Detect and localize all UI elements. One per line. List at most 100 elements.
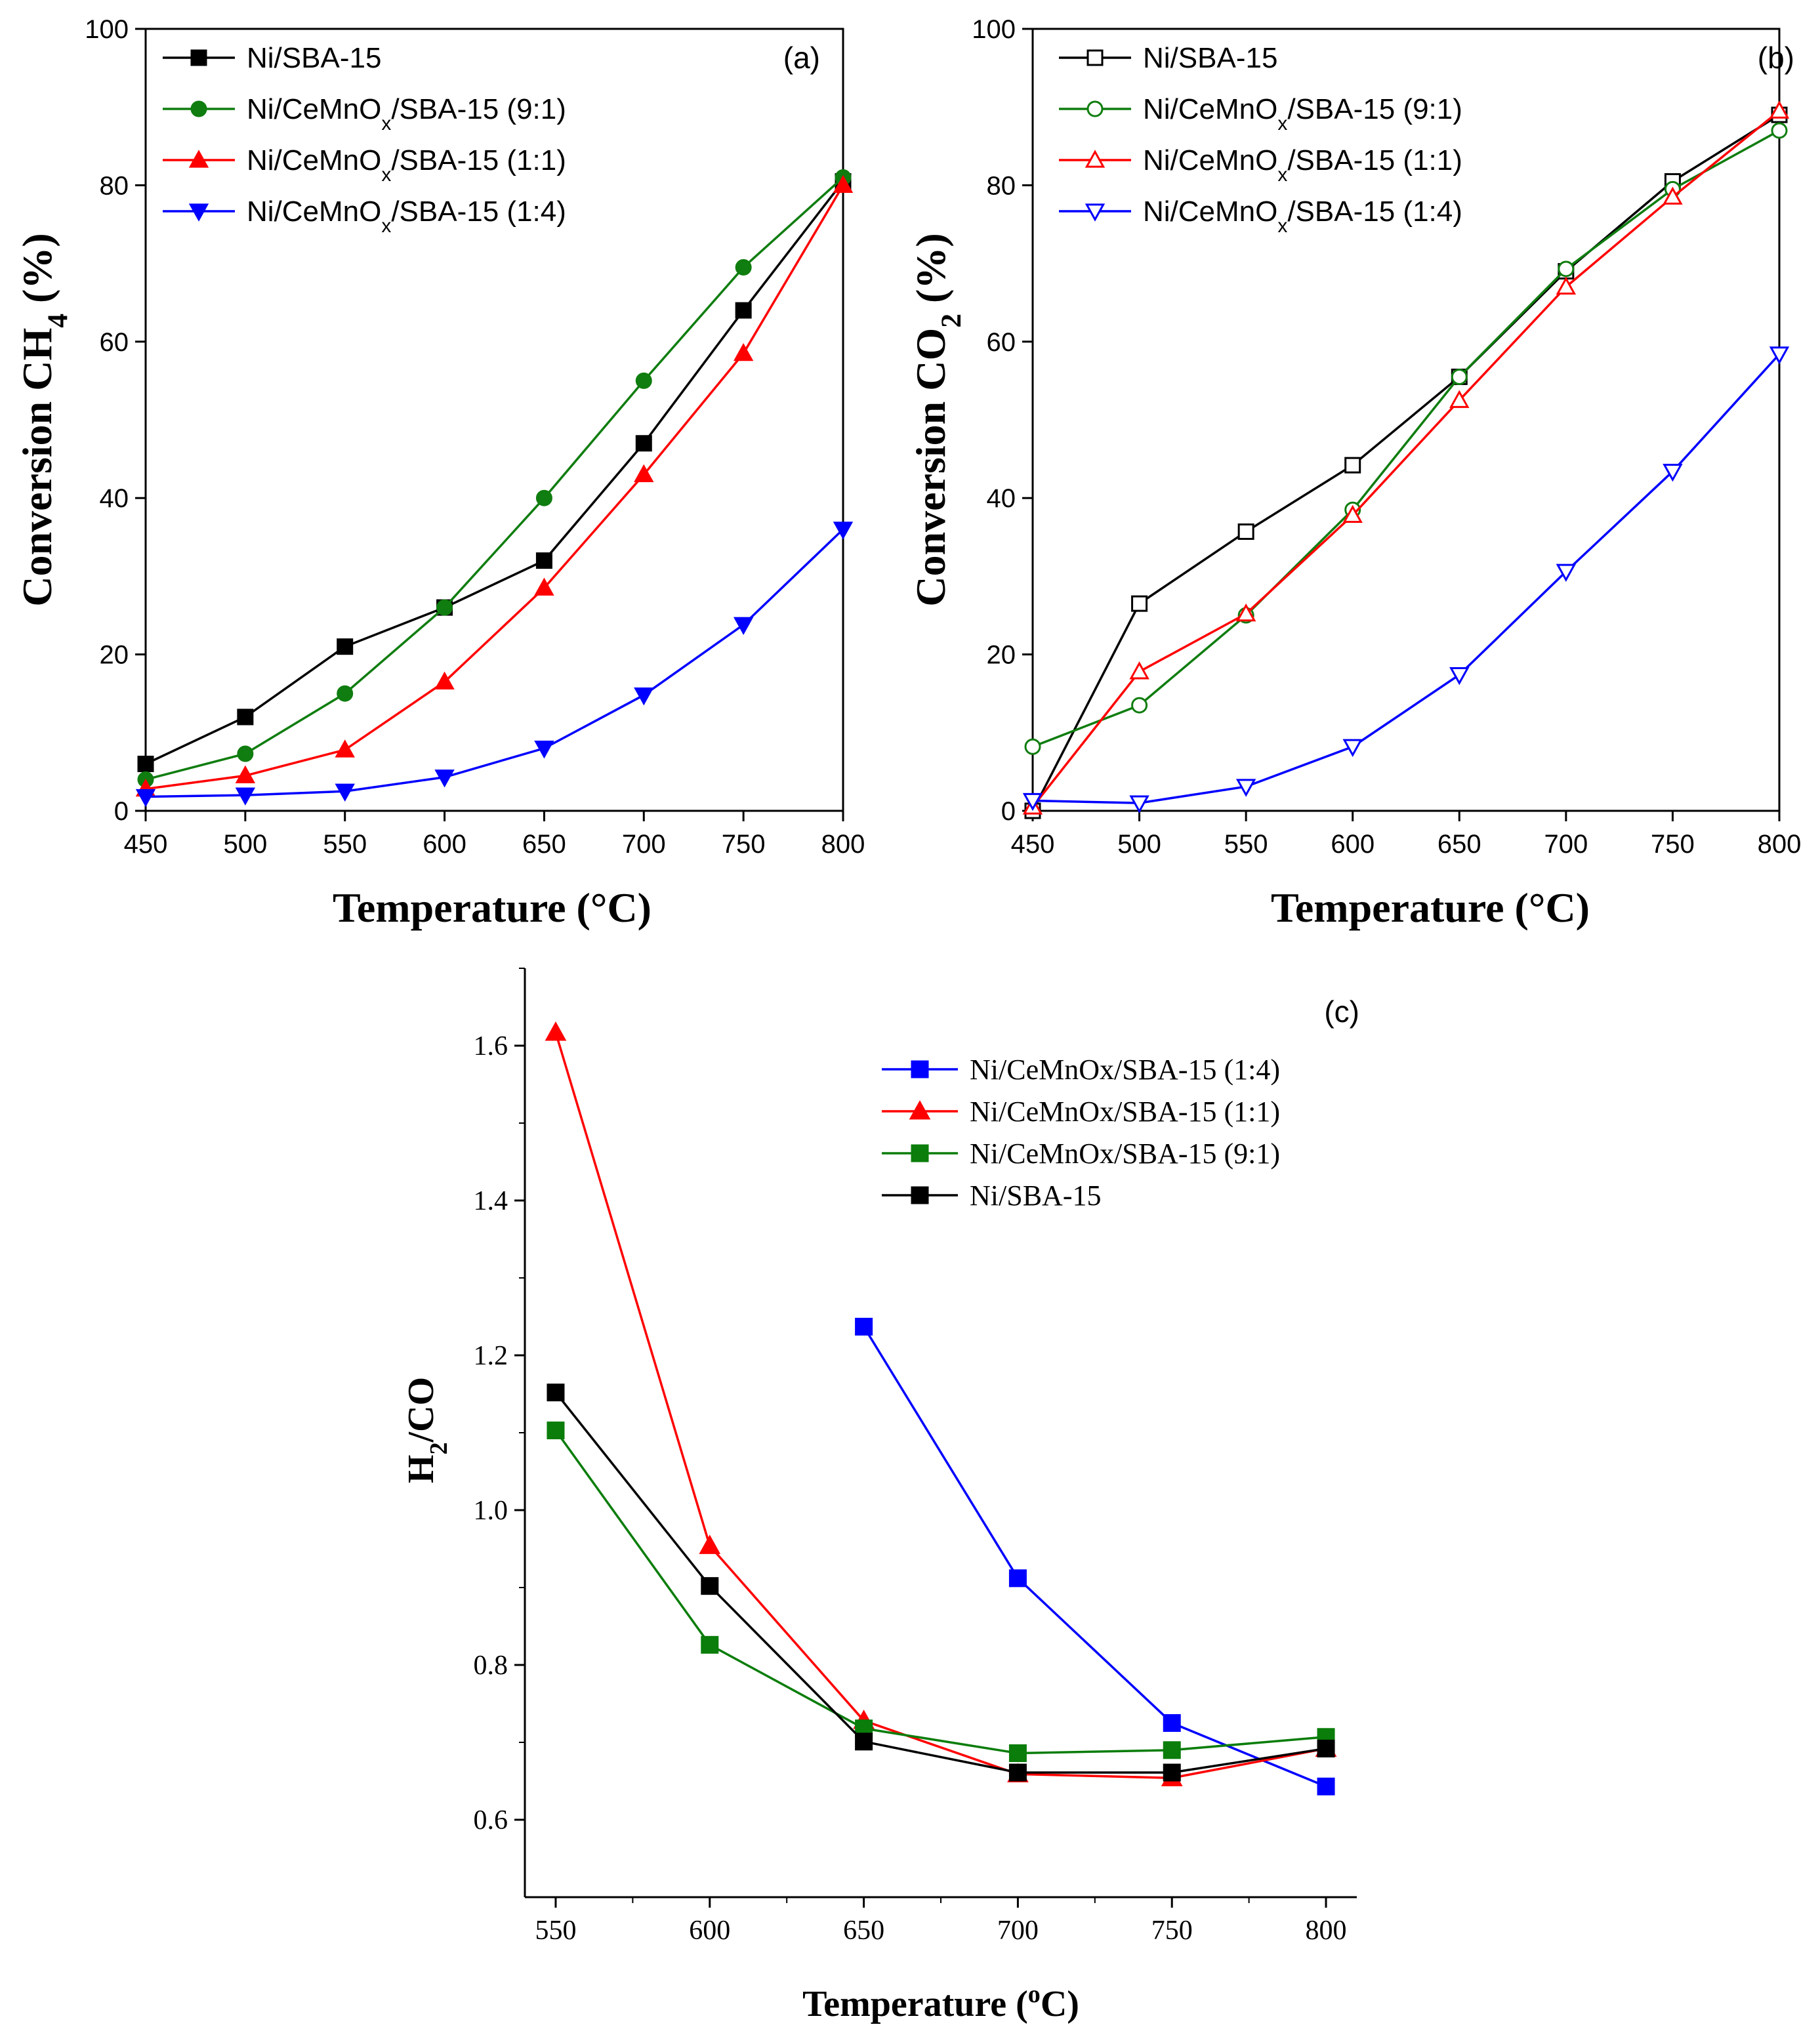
legend-entry: Ni/CeMnOx/SBA-15 (1:1) [163, 144, 566, 186]
x-tick-label: 800 [1758, 830, 1802, 859]
legend-label-part: Ni/SBA-15 [970, 1180, 1101, 1212]
legend-label-part: /SBA-15 (9:1) [1287, 93, 1462, 125]
y-axis-title-part: Conversion CH [14, 328, 60, 607]
x-tick-label: 750 [722, 830, 766, 859]
legend-label-part: Ni/CeMnO [247, 195, 381, 228]
data-point [335, 739, 355, 758]
y-tick-label: 80 [100, 171, 129, 200]
series-line [554, 1032, 1327, 1780]
chart-panel-1: 450 500 550 600 650 700 750 800 0 20 40 60 80 100 Temp… [14, 15, 865, 931]
y-axis-title-part: (%) [907, 233, 954, 314]
data-point [1663, 464, 1683, 482]
data-point [855, 1317, 873, 1336]
data-point [635, 372, 652, 389]
data-point [701, 1577, 719, 1595]
y-axis-title: Conversion CO2 (%) [907, 233, 967, 606]
legend-label: Ni/CeMnOx/SBA-15 (1:4) [247, 195, 566, 237]
data-point [1163, 1741, 1181, 1759]
series-ni-sba-15 [547, 1384, 1335, 1782]
legend-label: Ni/CeMnOx/SBA-15 (1:1) [247, 144, 566, 186]
series-ni-cemnox-sba-15-9-1- [547, 1421, 1335, 1763]
data-point [833, 174, 854, 194]
data-point [434, 671, 455, 689]
data-point [547, 1384, 565, 1402]
legend-label-part: Ni/SBA-15 [1143, 42, 1277, 74]
y-axis-title-part: Conversion CO [907, 328, 954, 607]
data-point [1237, 523, 1254, 540]
legend-label-part: Ni/CeMnO [247, 93, 381, 125]
legend-label-part: /SBA-15 (1:4) [1287, 195, 1462, 228]
x-tick-label: 600 [423, 830, 466, 859]
y-tick-label: 0.6 [474, 1805, 508, 1836]
legend-label-part: Ni/CeMnO [1143, 93, 1277, 125]
y-tick-label: 0 [114, 797, 129, 826]
series-line [1031, 110, 1781, 808]
legend-label: Ni/CeMnOx/SBA-15 (1:4) [970, 1054, 1280, 1086]
x-tick-label: 450 [124, 830, 168, 859]
legend-label-part: x [1277, 215, 1287, 237]
legend-marker [911, 1186, 929, 1204]
legend-label-part: /SBA-15 (1:1) [1287, 144, 1462, 176]
plot-frame [1031, 28, 1781, 812]
y-axis-title-part: /CO [401, 1377, 442, 1443]
data-point [1317, 1739, 1335, 1757]
x-axis-title: Temperature (°C) [333, 884, 651, 931]
y-tick-label: 20 [987, 641, 1016, 670]
data-point [699, 1534, 721, 1554]
data-point [1022, 792, 1043, 811]
data-point [735, 259, 752, 276]
data-point [1556, 564, 1577, 582]
y-tick-label: 0 [1001, 797, 1016, 826]
data-point [735, 302, 752, 319]
data-point [1235, 603, 1256, 622]
x-tick-label: 500 [1117, 830, 1161, 859]
data-point [335, 783, 355, 802]
legend-marker [911, 1060, 929, 1078]
x-tick-label: 800 [821, 830, 865, 859]
y-axis-title-part: 4 [42, 314, 73, 328]
legend-marker [188, 150, 209, 168]
legend-label-part: x [1277, 113, 1287, 134]
x-tick-label: 650 [843, 1916, 884, 1946]
data-point [235, 787, 256, 806]
y-tick-label: 100 [85, 15, 129, 44]
series-ni-cemnox-sba-15-1-4- [1022, 346, 1790, 813]
legend-marker [1085, 203, 1106, 222]
data-point [1129, 795, 1149, 813]
data-point [1344, 457, 1361, 474]
legend-entry: Ni/CeMnOx/SBA-15 (9:1) [882, 1138, 1280, 1170]
legend-label: Ni/CeMnOx/SBA-15 (1:1) [970, 1096, 1280, 1128]
legend-label-part: Ni/SBA-15 [247, 42, 381, 74]
y-axis-title-part: (%) [14, 233, 60, 314]
chart-panel-2: 450 500 550 600 650 700 750 800 0 20 40 60 80 100 Temp… [907, 15, 1801, 931]
series-line [554, 1429, 1327, 1755]
data-point [1008, 1744, 1027, 1763]
data-point [337, 638, 354, 655]
x-tick-label: 550 [1224, 830, 1268, 859]
x-axis-title-part: C) [1041, 1984, 1079, 2024]
legend-entry: Ni/CeMnOx/SBA-15 (1:4) [1059, 195, 1462, 237]
x-tick-label: 700 [997, 1916, 1039, 1946]
y-tick-label: 1.4 [474, 1186, 508, 1216]
data-point [1008, 1763, 1027, 1782]
y-axis-title: Conversion CH4 (%) [14, 233, 73, 606]
data-point [1558, 260, 1575, 277]
x-tick-label: 800 [1306, 1916, 1347, 1946]
legend-marker [1085, 150, 1106, 168]
legend-label: Ni/CeMnOx/SBA-15 (1:1) [1143, 144, 1462, 186]
legend-label: Ni/SBA-15 [1143, 42, 1277, 74]
legend-marker [190, 100, 207, 117]
data-point [1129, 661, 1149, 680]
legend-label-part: Ni/CeMnO [247, 144, 381, 176]
legend-entry: Ni/SBA-15 [163, 42, 381, 74]
data-point [1769, 100, 1790, 119]
series-ni-cemnox-sba-15-1-4- [135, 522, 854, 808]
panel-label: (c) [1324, 995, 1359, 1029]
data-point [1317, 1777, 1335, 1795]
legend-label-part: x [381, 113, 391, 134]
legend-entry: Ni/CeMnOx/SBA-15 (1:1) [882, 1096, 1280, 1128]
x-tick-label: 550 [323, 830, 367, 859]
legend-entry: Ni/CeMnOx/SBA-15 (1:1) [1059, 144, 1462, 186]
data-point [733, 342, 754, 361]
